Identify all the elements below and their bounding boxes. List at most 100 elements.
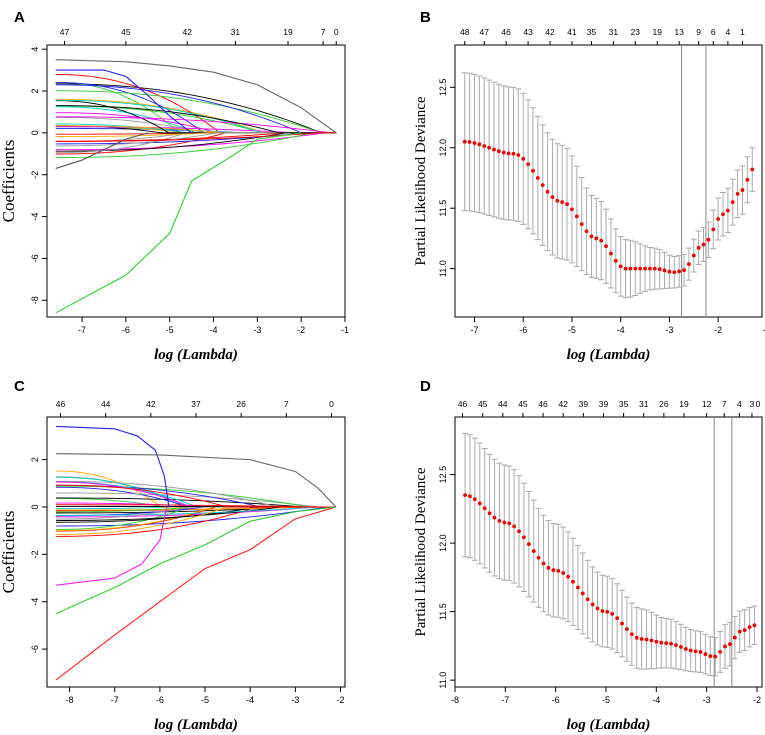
deviance-point xyxy=(605,609,610,614)
top-tick-label: 19 xyxy=(283,27,293,37)
x-tick-label: -2 xyxy=(336,695,344,705)
deviance-point xyxy=(693,649,698,654)
x-tick-label: -5 xyxy=(201,695,209,705)
deviance-point xyxy=(595,606,600,611)
x-tick-label: -4 xyxy=(246,695,254,705)
y-tick-label: 11.0 xyxy=(438,260,448,277)
deviance-point xyxy=(463,493,467,498)
deviance-point xyxy=(728,642,732,647)
deviance-point xyxy=(531,168,535,173)
plot-frame xyxy=(454,416,763,688)
deviance-point xyxy=(628,266,633,271)
deviance-point xyxy=(492,515,497,520)
deviance-point xyxy=(492,147,496,152)
y-tick-label: 12.0 xyxy=(438,139,448,157)
coefficient-path xyxy=(55,105,337,134)
deviance-point xyxy=(467,140,472,144)
deviance-point xyxy=(669,641,673,646)
coefficient-path xyxy=(56,506,336,511)
deviance-point xyxy=(482,506,487,511)
deviance-point xyxy=(740,188,745,192)
y-axis-title: Partial Likelihood Deviance xyxy=(413,467,429,636)
coefficient-paths xyxy=(55,425,337,681)
top-tick-label: 44 xyxy=(498,399,508,409)
deviance-point xyxy=(713,654,718,659)
deviance-point xyxy=(657,267,662,272)
x-tick-label: -3 xyxy=(665,325,673,335)
deviance-point xyxy=(737,629,742,634)
coefficient-path xyxy=(56,506,336,516)
top-tick-label: 44 xyxy=(101,399,111,409)
deviance-point xyxy=(698,650,703,654)
coefficient-path xyxy=(55,132,337,147)
coefficient-path xyxy=(56,506,336,513)
coefficient-path xyxy=(55,123,337,134)
coefficient-path xyxy=(55,100,337,134)
top-tick-label: 7 xyxy=(284,399,289,409)
y-tick-label: -4 xyxy=(30,598,40,606)
deviance-point xyxy=(511,151,516,156)
top-tick-label: 0 xyxy=(334,27,339,37)
coefficient-path-blue xyxy=(55,69,192,134)
coefficient-path xyxy=(56,506,336,537)
top-tick-label: 46 xyxy=(501,27,511,37)
top-tick-label: 39 xyxy=(599,399,609,409)
coefficient-path-red xyxy=(55,506,337,681)
x-tick-label: -8 xyxy=(66,695,74,705)
deviance-point xyxy=(706,237,711,242)
deviance-point xyxy=(565,202,569,207)
top-tick-label: 7 xyxy=(321,27,326,37)
deviance-point xyxy=(747,625,752,630)
deviance-point xyxy=(477,142,482,147)
top-tick-label: 12 xyxy=(702,399,712,409)
top-tick-label: 48 xyxy=(460,27,470,37)
deviance-point xyxy=(687,262,691,267)
coefficient-path-green xyxy=(55,132,302,314)
top-tick-label: 4 xyxy=(726,27,731,37)
top-tick-label: 26 xyxy=(236,399,246,409)
deviance-point xyxy=(634,635,639,640)
deviance-point xyxy=(585,597,590,602)
deviance-point xyxy=(750,167,755,172)
top-tick-label: 45 xyxy=(121,27,131,37)
deviance-point xyxy=(659,640,664,645)
y-tick-label: -6 xyxy=(30,254,40,262)
x-axis-title: log (Lambda) xyxy=(567,347,651,363)
deviance-point xyxy=(620,621,624,626)
coefficient-path xyxy=(56,506,336,530)
top-tick-label: 13 xyxy=(674,27,684,37)
coefficient-path xyxy=(55,116,337,134)
y-tick-label: 2 xyxy=(30,457,40,462)
top-tick-label: 42 xyxy=(558,399,568,409)
top-tick-label: 3 xyxy=(750,399,755,409)
y-tick-label: 2 xyxy=(30,89,40,94)
coefficient-path xyxy=(56,484,336,508)
x-tick-label: -6 xyxy=(519,325,527,335)
top-tick-label: 0 xyxy=(756,399,761,409)
top-tick-label: 46 xyxy=(538,399,548,409)
deviance-point xyxy=(506,151,511,156)
coefficient-path-magenta xyxy=(55,506,168,586)
x-tick-label: -3 xyxy=(291,695,299,705)
deviance-point xyxy=(521,156,526,161)
coefficient-path-gray-dark xyxy=(55,132,148,169)
top-tick-label: 42 xyxy=(146,399,156,409)
top-tick-label: 39 xyxy=(579,399,589,409)
deviance-point xyxy=(725,208,730,213)
panel-c: C -8 -7 -6 -5 -4 -3 -2 -6 -4 -2 0 2 46 44 42 37 26 7 0 log (… xyxy=(0,378,346,733)
x-tick-label: -5 xyxy=(602,695,610,705)
coefficient-path xyxy=(55,99,337,134)
deviance-point xyxy=(487,145,492,150)
panel-letter: D xyxy=(420,378,431,395)
coefficient-path xyxy=(55,84,337,134)
deviance-point xyxy=(718,649,723,654)
deviance-point xyxy=(584,229,589,234)
deviance-point xyxy=(735,191,740,196)
coefficient-path xyxy=(55,74,337,134)
deviance-point xyxy=(589,234,594,239)
deviance-point xyxy=(708,654,713,659)
deviance-point xyxy=(752,623,757,628)
plot-frame xyxy=(46,44,346,318)
